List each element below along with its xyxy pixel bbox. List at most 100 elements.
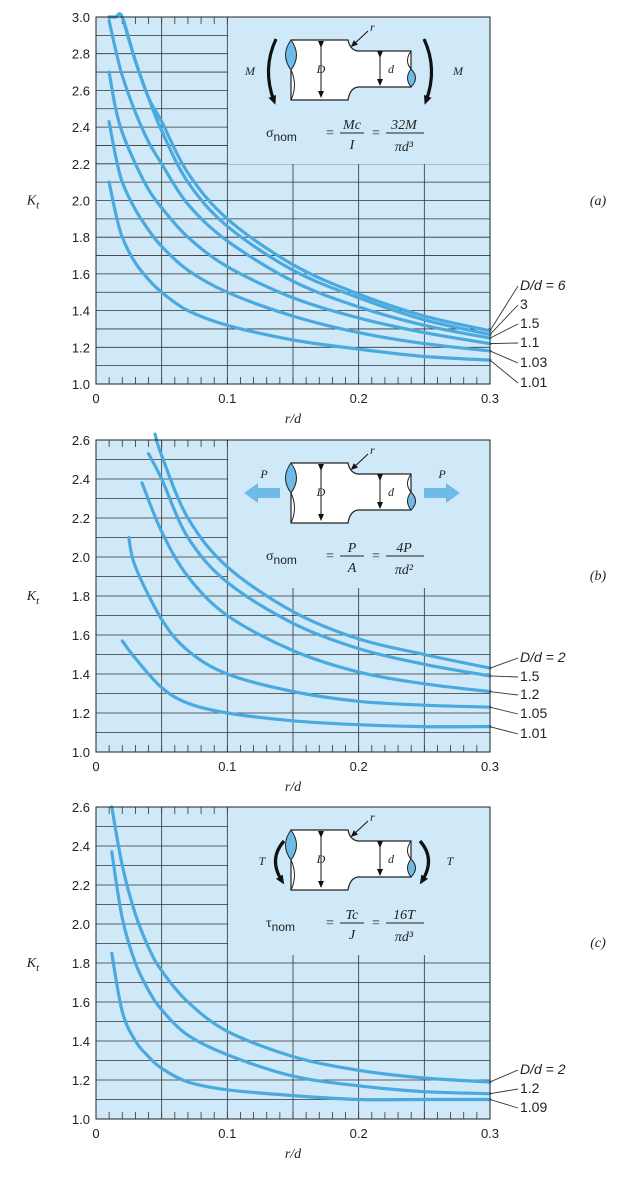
formula-lhs: σnom — [266, 549, 297, 567]
plot-frame — [95, 16, 491, 385]
y-axis-label: Kt — [26, 956, 40, 974]
axial-arrow-left — [244, 483, 280, 503]
x-axis-label: r/d — [285, 1147, 302, 1162]
x-tick-label: 0.3 — [481, 1126, 499, 1141]
series-line-b-4 — [120, 639, 492, 729]
moment-arrow-right — [422, 38, 434, 105]
fillet-pointer — [350, 453, 369, 471]
series-label: 1.2 — [520, 686, 540, 702]
x-tick-label: 0.3 — [481, 759, 499, 774]
formula-lhs: τnom — [266, 916, 295, 934]
load-label-left: M — [244, 64, 256, 78]
plot-frame — [95, 806, 491, 1120]
formula-den1: I — [349, 138, 356, 153]
y-tick-label: 1.4 — [72, 1034, 90, 1049]
series-line-b-3 — [127, 535, 492, 709]
inset-background — [228, 807, 490, 955]
series-leader-line — [489, 304, 519, 335]
series-leader-line — [489, 1088, 519, 1095]
series-labels: D/d = 2 1.2 1.09 — [489, 1061, 566, 1115]
y-tick-label: 1.0 — [72, 745, 90, 760]
series-label: 1.5 — [520, 315, 540, 331]
series-label: 1.09 — [520, 1099, 547, 1115]
fillet-pointer — [350, 820, 369, 838]
y-tick-label: 1.6 — [72, 995, 90, 1010]
y-tick-label: 2.0 — [72, 917, 90, 932]
series-label: 1.1 — [520, 334, 540, 350]
formula-equals: = — [326, 916, 334, 931]
formula-num2: 4P — [396, 541, 412, 556]
shaft-break-right — [407, 50, 412, 70]
formula-num1: Mc — [342, 118, 362, 133]
y-tick-label: 2.2 — [72, 511, 90, 526]
formula-subscript: nom — [274, 553, 297, 567]
shaft-section-right — [407, 858, 416, 878]
x-tick-label: 0.2 — [350, 1126, 368, 1141]
series-label: D/d = 6 — [520, 277, 566, 293]
y-tick-label: 2.0 — [72, 550, 90, 565]
y-axis-label-sub: t — [36, 595, 40, 607]
series-leader-line — [489, 675, 519, 678]
x-tick-label: 0.2 — [350, 759, 368, 774]
inset-background — [228, 440, 490, 588]
y-tick-label: 1.6 — [72, 628, 90, 643]
formula-subscript: nom — [272, 920, 295, 934]
panel-label: (a) — [590, 194, 607, 209]
y-tick-label: 2.6 — [72, 83, 90, 98]
dimension-D-label: D — [316, 62, 326, 76]
series-leader-line — [489, 350, 519, 364]
dimension-d-label: d — [388, 62, 395, 76]
load-label-right: M — [452, 64, 464, 78]
y-axis-label: Kt — [26, 194, 40, 212]
x-tick-label: 0 — [92, 391, 99, 406]
formula-num1: P — [347, 541, 357, 556]
series-label: 1.05 — [520, 705, 547, 721]
series-label: 3 — [520, 296, 528, 312]
x-tick-label: 0.2 — [350, 391, 368, 406]
series-leader-line — [489, 657, 519, 669]
series-line-a-3 — [107, 70, 492, 346]
formula-den2: πd² — [395, 563, 414, 578]
series-lines — [110, 805, 492, 1102]
y-tick-label: 1.2 — [72, 706, 90, 721]
fillet-label: r — [370, 810, 375, 824]
shaft-section-right — [407, 491, 416, 511]
shaft-section-right — [407, 68, 416, 88]
formula-equals: = — [326, 549, 334, 564]
y-tick-label: 1.8 — [72, 589, 90, 604]
y-tick-label: 1.4 — [72, 304, 90, 319]
series-leader-line — [489, 285, 519, 332]
series-line-b-0 — [153, 432, 492, 670]
x-axis-label: r/d — [285, 412, 302, 427]
x-tick-label: 0.1 — [218, 391, 236, 406]
y-axis-label-sub: t — [36, 200, 40, 212]
torque-arrow-left — [273, 839, 286, 885]
y-axis-label-main: K — [26, 194, 37, 209]
series-line-a-5 — [107, 180, 492, 362]
y-tick-label: 2.8 — [72, 47, 90, 62]
series-line-c-1 — [110, 850, 492, 1096]
x-tick-label: 0.3 — [481, 391, 499, 406]
formula-den1: A — [347, 561, 357, 576]
y-tick-label: 2.0 — [72, 194, 90, 209]
series-label: 1.01 — [520, 725, 547, 741]
series-label: D/d = 2 — [520, 649, 566, 665]
formula-equals: = — [372, 549, 380, 564]
y-tick-label: 1.2 — [72, 1073, 90, 1088]
y-tick-label: 1.8 — [72, 956, 90, 971]
series-leader-line — [489, 342, 519, 345]
formula-equals: = — [326, 126, 334, 141]
x-tick-label: 0 — [92, 1126, 99, 1141]
dimension-d-label: d — [388, 852, 395, 866]
fillet-label: r — [370, 443, 375, 457]
series-leader-line — [489, 1069, 519, 1083]
y-axis-label-sub: t — [36, 962, 40, 974]
load-label-right: T — [447, 854, 455, 868]
formula-num2: 16T — [393, 908, 416, 923]
x-tick-label: 0 — [92, 759, 99, 774]
formula-symbol: σ — [266, 126, 274, 141]
